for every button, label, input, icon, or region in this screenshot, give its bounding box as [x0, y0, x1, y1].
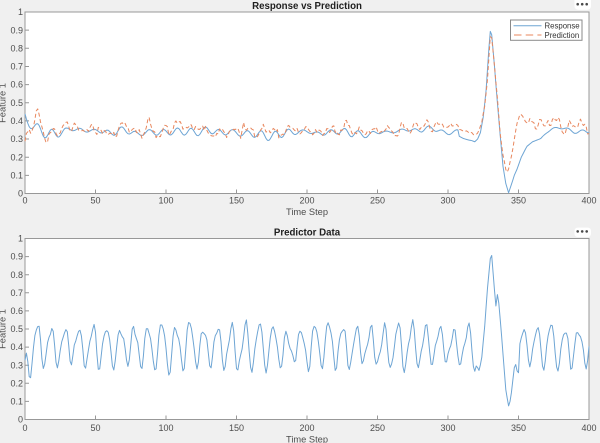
svg-text:250: 250: [370, 423, 385, 433]
svg-text:100: 100: [158, 423, 173, 433]
svg-text:Feature 1: Feature 1: [0, 83, 8, 123]
svg-text:150: 150: [229, 423, 244, 433]
svg-text:100: 100: [158, 196, 173, 206]
svg-text:0.2: 0.2: [10, 378, 23, 388]
svg-text:1: 1: [18, 7, 23, 17]
svg-text:400: 400: [581, 196, 596, 206]
svg-text:1: 1: [18, 234, 23, 244]
svg-text:Response: Response: [545, 22, 580, 31]
svg-text:0.7: 0.7: [10, 288, 23, 298]
svg-text:300: 300: [440, 423, 455, 433]
svg-text:0.8: 0.8: [10, 43, 23, 53]
svg-text:0.8: 0.8: [10, 270, 23, 280]
svg-text:350: 350: [511, 196, 526, 206]
svg-text:0.4: 0.4: [10, 116, 23, 126]
svg-text:0.5: 0.5: [10, 324, 23, 334]
svg-text:0.1: 0.1: [10, 170, 23, 180]
svg-text:0: 0: [18, 415, 23, 425]
svg-text:Response vs Prediction: Response vs Prediction: [252, 1, 362, 12]
svg-text:0.9: 0.9: [10, 252, 23, 262]
svg-text:0.9: 0.9: [10, 25, 23, 35]
svg-text:0: 0: [22, 423, 27, 433]
svg-text:0.3: 0.3: [10, 134, 23, 144]
svg-text:0.6: 0.6: [10, 306, 23, 316]
svg-text:Predictor Data: Predictor Data: [274, 227, 341, 238]
svg-text:200: 200: [299, 423, 314, 433]
svg-text:0: 0: [18, 189, 23, 199]
svg-text:0.2: 0.2: [10, 152, 23, 162]
svg-text:0.5: 0.5: [10, 98, 23, 108]
svg-text:0.4: 0.4: [10, 342, 23, 352]
svg-text:Prediction: Prediction: [545, 31, 580, 40]
svg-text:Feature 1: Feature 1: [0, 309, 8, 349]
svg-text:150: 150: [229, 196, 244, 206]
svg-text:50: 50: [90, 423, 100, 433]
svg-text:0: 0: [22, 196, 27, 206]
svg-text:50: 50: [90, 196, 100, 206]
svg-text:350: 350: [511, 423, 526, 433]
svg-text:0.7: 0.7: [10, 62, 23, 72]
svg-text:0.1: 0.1: [10, 397, 23, 407]
svg-text:Time Step: Time Step: [286, 207, 328, 217]
svg-text:Time Step: Time Step: [286, 434, 328, 443]
svg-text:300: 300: [440, 196, 455, 206]
svg-text:400: 400: [581, 423, 596, 433]
svg-text:0.3: 0.3: [10, 360, 23, 370]
svg-text:200: 200: [299, 196, 314, 206]
svg-text:250: 250: [370, 196, 385, 206]
svg-text:0.6: 0.6: [10, 80, 23, 90]
